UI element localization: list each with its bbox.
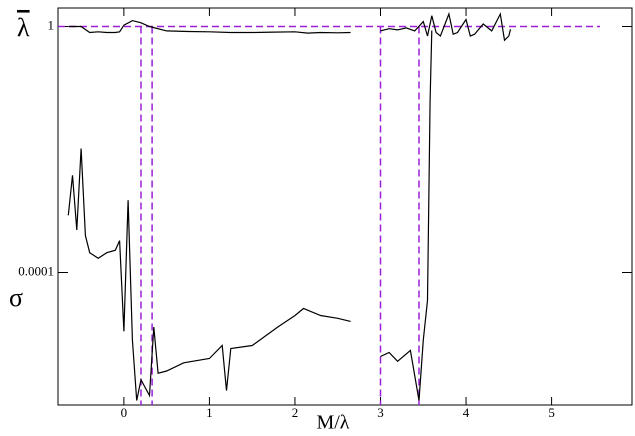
data-line	[67, 30, 433, 401]
x-axis-label: M/λ	[316, 412, 349, 434]
x-tick-label: 3	[377, 405, 384, 420]
y-axis-label: σ	[9, 283, 23, 312]
y-axis-label: λ	[17, 13, 30, 42]
x-tick-label: 1	[206, 405, 213, 420]
x-tick-label: 0	[121, 405, 128, 420]
x-tick-label: 4	[463, 405, 470, 420]
y-tick-label: 1	[48, 17, 55, 32]
x-tick-label: 5	[548, 405, 555, 420]
y-tick-label: 0.0001	[18, 263, 54, 278]
plot-frame	[57, 7, 633, 406]
x-tick-label: 2	[292, 405, 299, 420]
data-line	[68, 11, 512, 42]
